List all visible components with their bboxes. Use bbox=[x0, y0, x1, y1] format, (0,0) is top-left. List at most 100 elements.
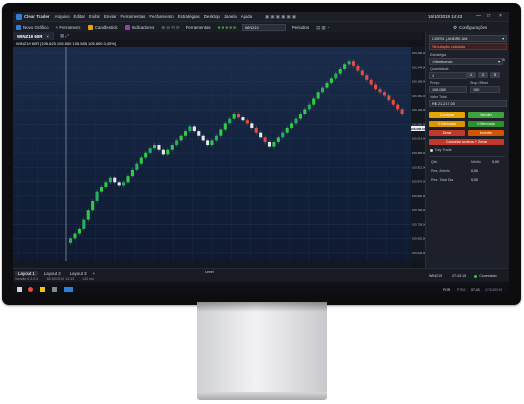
layout-tab-3[interactable]: Layout 3 bbox=[69, 271, 87, 276]
price-tick-label: 105.784,00 bbox=[412, 208, 425, 212]
settings-button[interactable]: ⚙ Configurações bbox=[453, 24, 488, 31]
tab-close-icon[interactable]: × bbox=[46, 33, 49, 39]
chevron-down-icon: ▾ bbox=[498, 60, 500, 64]
stop-offset-input[interactable]: 150 bbox=[470, 86, 500, 93]
strategy-selector[interactable]: <Nenhuma> ▾ bbox=[429, 58, 503, 65]
periods-button[interactable]: Periodos bbox=[291, 25, 310, 30]
menu-item-3[interactable]: Enviar bbox=[104, 14, 117, 19]
menu-item-1[interactable]: Editar bbox=[73, 14, 86, 19]
buy-market-button[interactable]: C.Mercado bbox=[429, 121, 465, 127]
lang2-indicator: PTB2 bbox=[457, 287, 466, 292]
add-layout-icon[interactable]: + bbox=[92, 271, 96, 276]
chart-tab-icons[interactable]: ▦ ⤢ bbox=[59, 33, 69, 38]
lang-indicator[interactable]: POR bbox=[443, 287, 451, 292]
qty-chip-2[interactable]: 2 bbox=[478, 72, 488, 78]
renko-brick-up bbox=[170, 145, 174, 150]
price-chart[interactable] bbox=[13, 47, 411, 261]
menu-item-0[interactable]: Arquivo bbox=[54, 14, 70, 19]
menu-item-7[interactable]: Desktop bbox=[203, 14, 220, 19]
qty-chip-1[interactable]: 1 bbox=[466, 72, 476, 78]
menu-item-8[interactable]: Janela bbox=[223, 14, 237, 19]
symbol-selector[interactable]: CDES1 | ANDRE AM ▾ bbox=[429, 35, 507, 42]
menu-item-2[interactable]: Exibir bbox=[89, 14, 100, 19]
zero-button[interactable]: Zerar bbox=[429, 130, 465, 136]
renko-brick-up bbox=[210, 140, 214, 146]
renko-brick-up bbox=[183, 131, 188, 136]
price-tick-label: 105.692,00 bbox=[412, 237, 425, 241]
menu-item-5[interactable]: Fechamento bbox=[149, 14, 174, 19]
invert-button[interactable]: Inverter bbox=[468, 130, 504, 136]
account-selector[interactable]: Simulação validada bbox=[429, 43, 507, 50]
close-icon[interactable]: × bbox=[499, 13, 502, 19]
quantity-label: Quantidade bbox=[430, 67, 449, 71]
renko-brick-down bbox=[267, 141, 272, 147]
clock-time[interactable]: 07:43 bbox=[471, 287, 480, 292]
explorer-icon[interactable] bbox=[40, 287, 45, 292]
day-total-label: Res. Total Dia bbox=[431, 178, 454, 182]
datetime-display: 16/10/2019 14:43 bbox=[428, 14, 463, 19]
new-chart-icon bbox=[16, 25, 21, 30]
renko-brick-up bbox=[99, 186, 104, 192]
price-label: Preço bbox=[430, 81, 440, 85]
start-icon[interactable] bbox=[17, 287, 22, 292]
price-tick-label: 105.876,00 bbox=[412, 180, 425, 184]
renko-brick-up bbox=[329, 78, 333, 83]
menu-item-4[interactable]: Ferramentas bbox=[120, 14, 146, 19]
renko-brick-up bbox=[303, 109, 307, 115]
quantity-input[interactable]: 1 bbox=[429, 72, 467, 79]
renko-chart[interactable] bbox=[13, 47, 411, 261]
price-tick-label: 106.198,00 bbox=[412, 80, 425, 84]
renko-brick-up bbox=[188, 126, 192, 132]
layout-tab-2[interactable]: Layout 2 bbox=[43, 271, 61, 276]
renko-brick-up bbox=[148, 148, 152, 153]
sell-market-button[interactable]: V.Mercado bbox=[468, 121, 504, 127]
monitor-stand bbox=[197, 302, 327, 394]
symbol-input[interactable]: WINZ19 bbox=[241, 24, 286, 31]
more-icons[interactable]: ▤ ▦ ◔ bbox=[316, 24, 330, 30]
renko-brick-up bbox=[175, 140, 179, 146]
layout-tab-1[interactable]: Layout 1 bbox=[15, 271, 38, 276]
maximize-icon[interactable]: □ bbox=[487, 13, 491, 19]
tools-button[interactable]: + Ferrament. bbox=[55, 25, 81, 30]
monitor-bezel: Clear Trader Arquivo Editar Exibir Enviar Fe… bbox=[2, 3, 521, 305]
day-trade-toggle[interactable]: Day Trade bbox=[430, 148, 452, 152]
trader-icon[interactable] bbox=[64, 287, 73, 292]
renko-brick-up bbox=[153, 145, 157, 149]
price-tick-label: 105.738,00 bbox=[412, 222, 425, 226]
menu-item-9[interactable]: Ajuda bbox=[240, 14, 253, 19]
renko-brick-down bbox=[161, 149, 165, 155]
qty-chip-5[interactable]: 5 bbox=[490, 72, 500, 78]
app-logo-icon bbox=[16, 13, 22, 20]
renko-brick-up bbox=[214, 135, 218, 141]
renko-brick-up bbox=[223, 123, 227, 130]
price-tick-label: 105.830,00 bbox=[412, 194, 425, 198]
sell-button[interactable]: Vender bbox=[468, 112, 504, 118]
connected-icon bbox=[474, 274, 478, 278]
buy-button[interactable]: Comprar bbox=[429, 112, 465, 118]
status-area: WINZ19 07:43:15 Conectado bbox=[425, 268, 509, 283]
open-result-label: Res. Aberto bbox=[431, 169, 450, 173]
renko-brick-up bbox=[219, 129, 223, 136]
chart-tab[interactable]: WINZ19 60R × bbox=[13, 32, 54, 40]
color-tools-icons[interactable]: ■ ■ ■ ■ ■ bbox=[217, 25, 236, 30]
minimize-icon[interactable]: — bbox=[476, 13, 481, 19]
menu-item-6[interactable]: Estratégias bbox=[177, 14, 200, 19]
chevron-down-icon: ▾ bbox=[502, 37, 504, 41]
candlestick-button[interactable]: Candlestick bbox=[87, 25, 118, 30]
ferramentas-button[interactable]: Ferramentas bbox=[185, 25, 211, 30]
browser-icon[interactable] bbox=[28, 287, 33, 292]
calculator-icon[interactable] bbox=[52, 287, 57, 292]
time-axis: 14:4814:5615:0115:0315:1715:2215:2915:35… bbox=[13, 261, 411, 273]
renko-brick-up bbox=[285, 127, 289, 133]
price-input[interactable]: 106.085 bbox=[429, 86, 467, 93]
menu-bar: Clear Trader Arquivo Editar Exibir Enviar Fe… bbox=[13, 12, 509, 21]
indicators-button[interactable]: Indicadores bbox=[124, 25, 154, 30]
renko-brick-down bbox=[369, 79, 373, 85]
ohlc-info-bar: WINZ19 60R [105.625 105.650 105.585 105.… bbox=[13, 40, 423, 47]
renko-brick-up bbox=[73, 233, 77, 239]
cancel-zero-button[interactable]: Cancelar ordens + Zerar bbox=[429, 139, 504, 145]
new-chart-button[interactable]: Novo Gráfico bbox=[16, 25, 49, 30]
gear-icon[interactable]: ⚙ bbox=[502, 58, 506, 62]
zoom-icons[interactable]: ⊕ ⊖ ⟲ ⟳ bbox=[161, 24, 180, 30]
renko-bricks bbox=[69, 59, 404, 245]
